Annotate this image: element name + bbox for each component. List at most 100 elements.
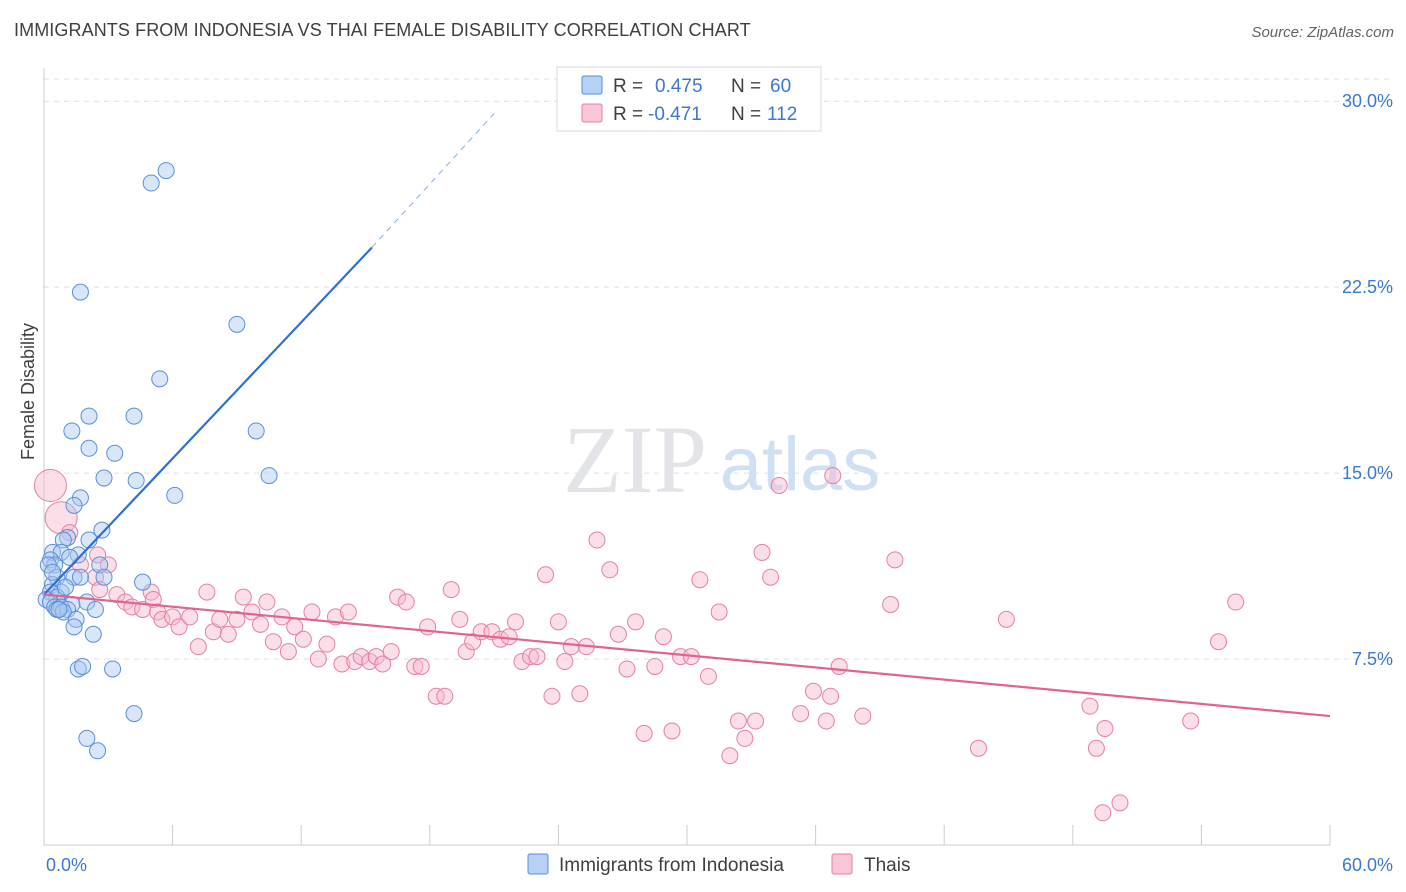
indonesia-point[interactable] [106,444,124,462]
thais-point[interactable] [457,643,475,661]
thais-point[interactable] [258,593,276,611]
indonesia-point[interactable] [56,578,74,596]
thais-point[interactable] [588,531,606,549]
thais-point[interactable] [1087,739,1105,757]
indonesia-point[interactable] [54,531,72,549]
thais-point[interactable] [234,588,252,606]
indonesia-point[interactable] [260,467,278,485]
thais-point[interactable] [537,566,555,584]
thais-point[interactable] [663,722,681,740]
thais-point[interactable] [389,588,407,606]
thais-point[interactable] [618,660,636,678]
thais-point[interactable] [374,655,392,673]
indonesia-point[interactable] [89,742,107,760]
thais-point[interactable] [251,615,269,633]
thais-point[interactable] [997,610,1015,628]
indonesia-point[interactable] [127,472,145,490]
indonesia-point[interactable] [50,600,68,618]
thais-point[interactable] [571,685,589,703]
thais-point[interactable] [211,610,229,628]
indonesia-point[interactable] [125,705,143,723]
thais-point[interactable] [339,603,357,621]
indonesia-point[interactable] [166,486,184,504]
thais-point[interactable] [318,635,336,653]
thais-point[interactable] [747,712,765,730]
thais-point[interactable] [627,613,645,631]
thais-point[interactable] [513,653,531,671]
thais-point[interactable] [886,551,904,569]
bottom-legend-swatch-indonesia[interactable] [527,853,549,875]
indonesia-point[interactable] [125,407,143,425]
thais-point[interactable] [817,712,835,730]
thais-point[interactable] [264,633,282,651]
indonesia-point[interactable] [84,625,102,643]
thais-point[interactable] [824,467,842,485]
thais-point[interactable] [1210,633,1228,651]
thais-point[interactable] [228,610,246,628]
thais-point[interactable] [1227,593,1245,611]
indonesia-point[interactable] [65,496,83,514]
thais-point[interactable] [601,561,619,579]
thais-point[interactable] [33,468,67,502]
indonesia-point[interactable] [228,315,246,333]
thais-point[interactable] [770,476,788,494]
thais-point[interactable] [1094,804,1112,822]
indonesia-point[interactable] [65,618,83,636]
thais-point[interactable] [507,613,525,631]
indonesia-point[interactable] [44,563,62,581]
thais-point[interactable] [710,603,728,621]
thais-point[interactable] [309,650,327,668]
thais-point[interactable] [134,600,152,618]
indonesia-point[interactable] [142,174,160,192]
indonesia-point[interactable] [157,162,175,180]
bottom-legend-label-indonesia[interactable]: Immigrants from Indonesia [559,855,784,876]
indonesia-point[interactable] [93,521,111,539]
thais-point[interactable] [436,687,454,705]
thais-point[interactable] [464,633,482,651]
thais-point[interactable] [243,603,261,621]
thais-point[interactable] [406,657,424,675]
thais-point[interactable] [451,610,469,628]
indonesia-point[interactable] [86,600,104,618]
thais-point[interactable] [181,608,199,626]
thais-point[interactable] [543,687,561,705]
thais-point[interactable] [882,596,900,614]
indonesia-point[interactable] [134,573,152,591]
thais-point[interactable] [609,625,627,643]
bottom-legend-label-thais[interactable]: Thais [864,855,910,876]
thais-point[interactable] [792,705,810,723]
thais-point[interactable] [549,613,567,631]
thais-point[interactable] [382,643,400,661]
thais-point[interactable] [198,583,216,601]
thais-point[interactable] [500,628,518,646]
thais-point[interactable] [89,546,107,564]
thais-point[interactable] [762,568,780,586]
thais-point[interactable] [562,638,580,656]
thais-point[interactable] [654,628,672,646]
thais-point[interactable] [412,657,430,675]
thais-point[interactable] [830,657,848,675]
thais-point[interactable] [556,653,574,671]
indonesia-point[interactable] [80,407,98,425]
thais-point[interactable] [635,724,653,742]
indonesia-point[interactable] [95,469,113,487]
thais-point[interactable] [1081,697,1099,715]
thais-point[interactable] [397,593,415,611]
thais-point[interactable] [969,739,987,757]
indonesia-point[interactable] [247,422,265,440]
thais-point[interactable] [528,648,546,666]
thais-point[interactable] [721,747,739,765]
thais-point[interactable] [219,625,237,643]
thais-point[interactable] [108,586,126,604]
thais-point[interactable] [164,608,182,626]
thais-point[interactable] [1111,794,1129,812]
thais-point[interactable] [753,543,771,561]
thais-point[interactable] [294,630,312,648]
thais-point[interactable] [804,682,822,700]
thais-point[interactable] [44,501,78,535]
thais-point[interactable] [303,603,321,621]
indonesia-point[interactable] [78,729,96,747]
indonesia-point[interactable] [71,568,89,586]
indonesia-point[interactable] [74,657,92,675]
indonesia-point[interactable] [151,370,169,388]
